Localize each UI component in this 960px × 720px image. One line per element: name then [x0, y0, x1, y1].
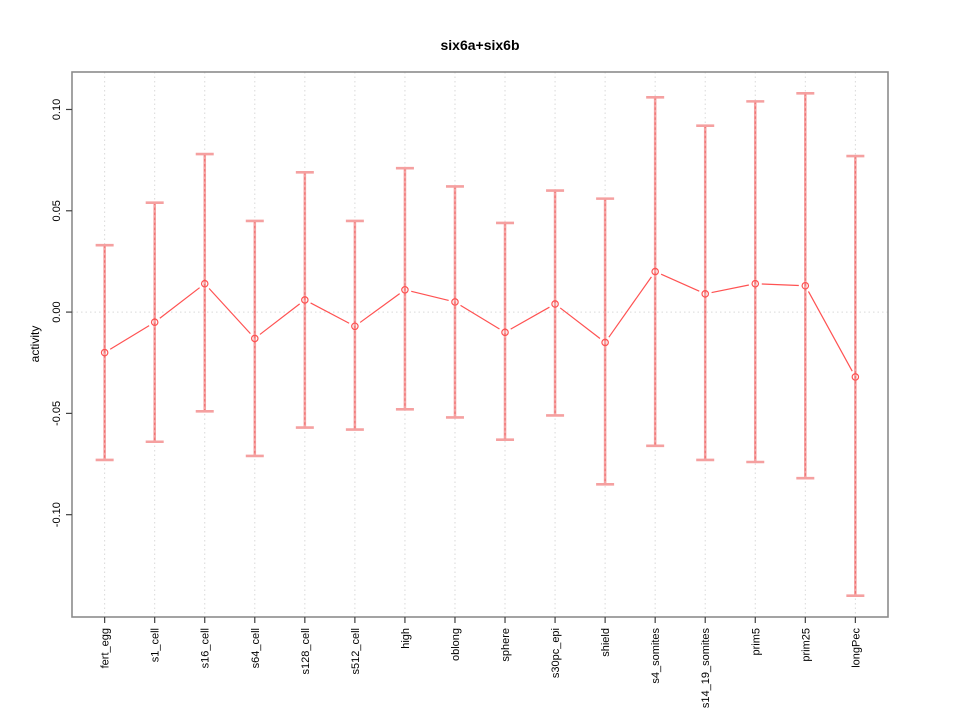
y-tick-label: 0.00 — [51, 301, 63, 322]
x-tick-label: longPec — [850, 628, 862, 668]
x-tick-label: s4_somites — [650, 628, 662, 684]
x-tick-label: s30pc_epi — [550, 628, 562, 678]
data-point — [601, 338, 609, 347]
x-tick-label: s14_19_somites — [700, 628, 712, 709]
data-point — [801, 281, 810, 290]
x-tick-label: sphere — [500, 628, 512, 662]
series-line-segment — [359, 293, 401, 323]
data-point — [200, 279, 209, 288]
data-point — [301, 296, 309, 304]
x-tick-label: s512_cell — [350, 628, 362, 674]
data-point — [250, 334, 259, 343]
series-line-segment — [411, 290, 449, 302]
series-line-segment — [559, 307, 601, 339]
data-point — [651, 267, 659, 276]
x-tick-label: s64_cell — [250, 628, 262, 668]
series-line-segment — [807, 291, 853, 372]
data-point — [551, 300, 559, 308]
x-tick-label: fert_egg — [100, 628, 112, 668]
y-tick-label: 0.05 — [51, 200, 63, 221]
data-point — [701, 290, 710, 298]
y-tick-label: -0.05 — [51, 401, 63, 426]
x-tick-label: high — [400, 628, 412, 649]
series-line-segment — [159, 287, 200, 319]
series-line-segment — [510, 306, 550, 330]
series-line-segment — [761, 283, 799, 287]
x-tick-label: s128_cell — [300, 628, 312, 674]
data-point — [851, 373, 860, 381]
data-point — [100, 348, 109, 357]
data-point — [150, 318, 159, 327]
x-tick-label: s16_cell — [200, 628, 212, 668]
chart-title: six6a+six6b — [440, 37, 520, 53]
series-line-segment — [460, 304, 500, 330]
plot-border — [71, 71, 889, 618]
data-point — [351, 322, 359, 331]
x-tick-label: shield — [600, 628, 612, 657]
x-tick-label: oblong — [450, 628, 462, 661]
x-tick-label: prim5 — [750, 628, 762, 656]
series-line-segment — [109, 325, 150, 350]
data-point — [401, 285, 409, 294]
y-tick-label: -0.10 — [51, 502, 63, 527]
data-point — [751, 279, 760, 288]
data-point — [501, 328, 509, 337]
x-tick-label: s1_cell — [150, 628, 162, 662]
data-point — [451, 298, 459, 306]
series-line-segment — [208, 288, 251, 335]
series-line-segment — [259, 303, 301, 335]
x-tick-label: prim25 — [800, 628, 812, 662]
series-line-segment — [660, 273, 700, 292]
series-line-segment — [608, 276, 652, 338]
series-line-segment — [310, 302, 350, 324]
series-line-segment — [711, 284, 750, 294]
y-tick-label: 0.10 — [51, 99, 63, 120]
